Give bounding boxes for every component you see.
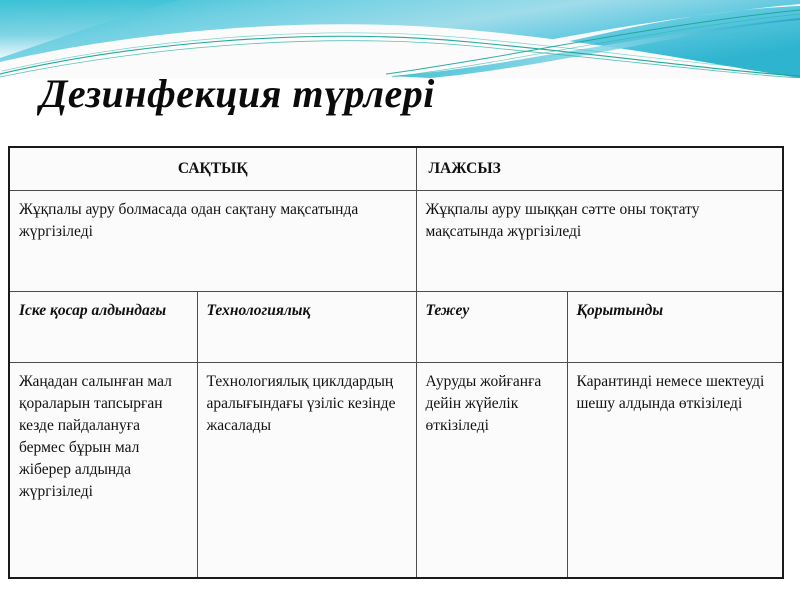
table-row-top-headers: САҚТЫҚ ЛАЖСЫЗ bbox=[8, 146, 784, 191]
description-saktyk: Жұқпалы ауру болмасада одан сақтану мақс… bbox=[8, 190, 417, 292]
disinfection-types-table: САҚТЫҚ ЛАЖСЫЗ Жұқпалы ауру болмасада ода… bbox=[8, 146, 784, 579]
subheader-korytyndy: Қорытынды bbox=[566, 291, 784, 363]
wave-green-line-3 bbox=[1, 32, 800, 73]
decorative-wave-banner bbox=[0, 0, 800, 78]
wave-green-line-4 bbox=[385, 9, 800, 75]
body-cell-tezheu: Ауруды жойғанға дейін жүйелік өткізіледі bbox=[415, 362, 568, 579]
header-saktyk: САҚТЫҚ bbox=[8, 146, 417, 191]
wave-green-line-2 bbox=[0, 40, 800, 78]
table-row-sub-headers: Іске қосар алдындағы Технологиялық Тежеу… bbox=[8, 291, 784, 363]
body-cell-tehnologiyalyk: Технологиялық циклдардың аралығындағы үз… bbox=[196, 362, 417, 579]
wave-white-band bbox=[300, 4, 800, 78]
subheader-iske-kosar-aldyndagy: Іске қосар алдындағы bbox=[8, 291, 198, 363]
table-row-descriptions: Жұқпалы ауру болмасада одан сақтану мақс… bbox=[8, 190, 784, 292]
wave-white-main bbox=[0, 24, 800, 78]
wave-left-wedge bbox=[0, 0, 180, 58]
body-cell-iske-kosar-aldyndagy: Жаңадан салынған мал қораларын тапсырған… bbox=[8, 362, 198, 579]
header-lazhsyz: ЛАЖСЫЗ bbox=[415, 146, 784, 191]
wave-graphic bbox=[0, 0, 800, 78]
table-row-body: Жаңадан салынған мал қораларын тапсырған… bbox=[8, 362, 784, 579]
wave-teal-band bbox=[390, 18, 800, 78]
wave-green-line-1 bbox=[0, 35, 800, 77]
subheader-tehnologiyalyk: Технологиялық bbox=[196, 291, 417, 363]
subheader-tezheu: Тежеу bbox=[415, 291, 568, 363]
description-lazhsyz: Жұқпалы ауру шыққан сәтте оны тоқтату ма… bbox=[415, 190, 784, 292]
body-cell-korytyndy: Карантинді немесе шектеуді шешу алдында … bbox=[566, 362, 784, 579]
page-title: Дезинфекция түрлері bbox=[40, 71, 435, 116]
wave-green-line-5 bbox=[391, 13, 800, 78]
